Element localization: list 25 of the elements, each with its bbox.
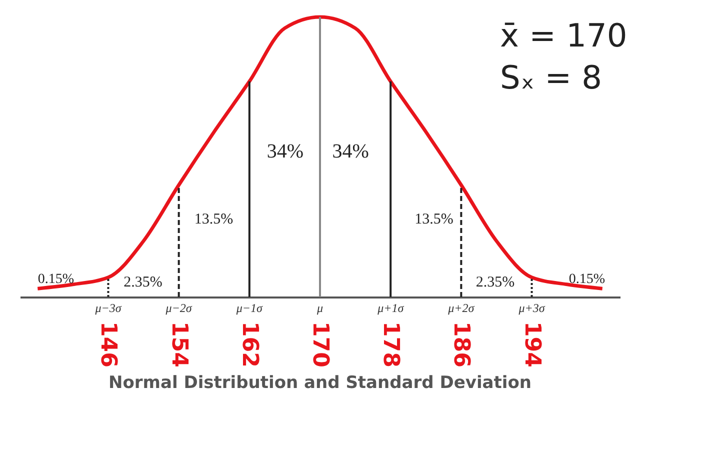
ref-line-label: μ+3σ: [518, 301, 546, 315]
x-tick-label: 154: [166, 322, 192, 368]
x-tick-label: 146: [96, 322, 121, 368]
ref-line-label: μ−1σ: [235, 301, 264, 315]
annotation: 13.5%: [414, 212, 454, 228]
ref-line-label: μ+2σ: [447, 301, 476, 315]
annotation: 34%: [266, 140, 304, 162]
annotation: 13.5%: [194, 212, 234, 228]
annotation: 0.15%: [38, 272, 74, 287]
ref-line-label: μ+1σ: [376, 301, 405, 315]
x-tick-label: 186: [448, 322, 474, 368]
ref-line-label: μ−2σ: [164, 301, 193, 315]
x-tick-label: 194: [519, 322, 544, 368]
x-tick-label: 170: [308, 322, 332, 368]
annotation: 0.15%: [568, 272, 606, 287]
x-tick-label: 178: [378, 322, 404, 368]
text: Normal Distribution and Standard Deviation: [108, 372, 532, 393]
ref-line-label: μ−3σ: [94, 301, 122, 315]
x-tick-label: 162: [236, 322, 262, 368]
annotation: 2.35%: [124, 274, 162, 291]
annotation: 34%: [332, 140, 369, 162]
annotation: 2.35%: [476, 274, 515, 291]
annotation: x̄ = 170: [500, 16, 628, 55]
ref-line-label: μ: [316, 301, 324, 315]
annotation: Sₓ = 8: [500, 58, 602, 97]
